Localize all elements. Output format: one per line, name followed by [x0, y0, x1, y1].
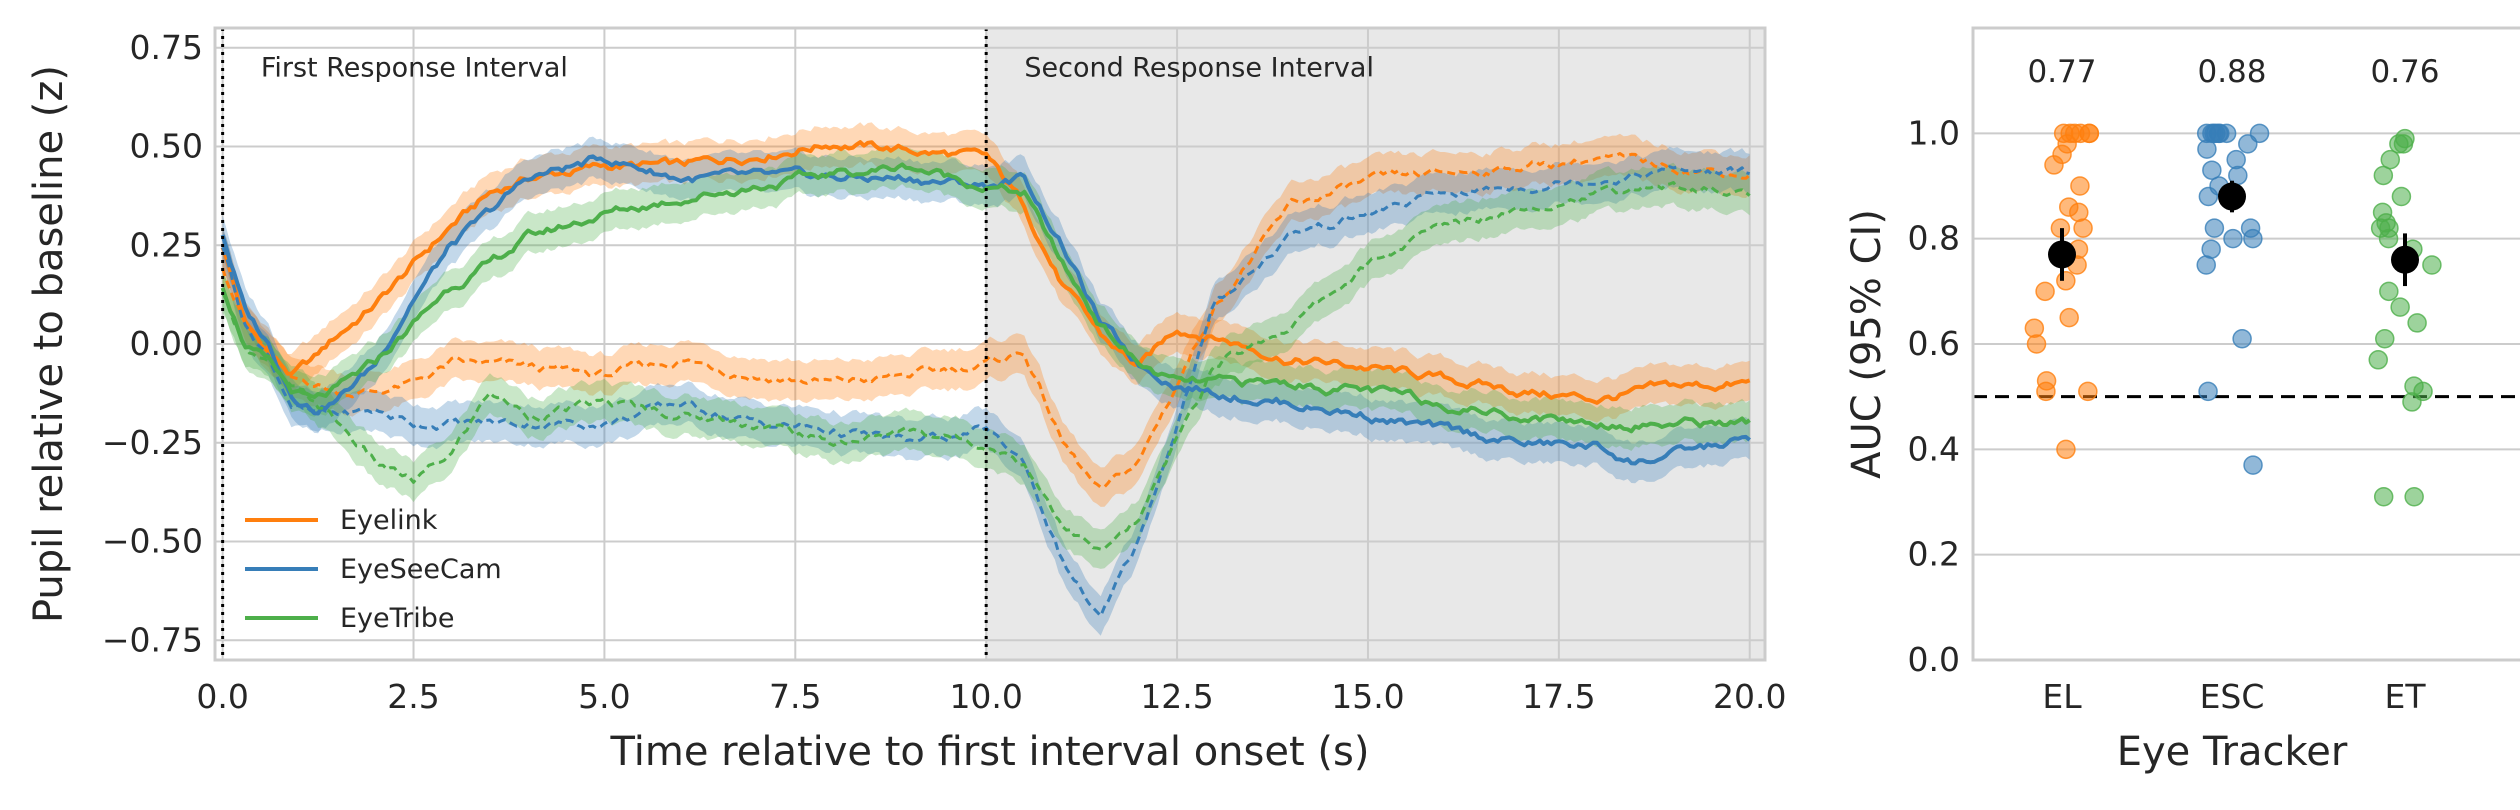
auc-point: [2196, 255, 2216, 275]
right-y-axis-label: AUC (95% CI): [1844, 209, 1890, 479]
auc-point: [2056, 271, 2076, 291]
auc-point: [2373, 165, 2394, 186]
y-tick-label: −0.75: [102, 620, 203, 659]
x-tick-label: 17.5: [1522, 677, 1595, 716]
right-x-axis-label: Eye Tracker: [2117, 729, 2348, 775]
auc-point: [2078, 381, 2098, 402]
auc-point: [2391, 186, 2412, 207]
auc-point: [2073, 218, 2093, 238]
auc-point: [2238, 134, 2258, 154]
auc-point: [2373, 486, 2394, 507]
y-tick-label: 0.0: [1908, 640, 1960, 679]
auc-point: [2223, 228, 2243, 249]
left-x-axis-label: Time relative to first interval onset (s…: [610, 729, 1370, 775]
y-tick-label: 0.75: [130, 28, 203, 67]
auc-point: [2390, 297, 2410, 317]
x-tick-label: 10.0: [949, 677, 1022, 716]
y-tick-label: 0.50: [130, 127, 203, 166]
mean-marker: [2218, 182, 2246, 211]
auc-point: [2059, 307, 2079, 328]
y-tick-label: 0.00: [130, 324, 203, 363]
auc-point: [2197, 139, 2217, 159]
auc-point: [2070, 176, 2090, 196]
x-tick-label: 5.0: [578, 677, 630, 716]
auc-point: [2044, 155, 2064, 175]
auc-point: [2035, 281, 2055, 302]
auc-point: [2368, 350, 2388, 370]
second-interval-annotation: Second Response Interval: [1024, 53, 1374, 84]
y-tick-label: 1.0: [1908, 113, 1960, 152]
x-tick-label: 12.5: [1140, 677, 1213, 716]
ci-band: [222, 122, 1750, 423]
x-tick-label: 2.5: [387, 677, 439, 716]
legend-label: Eyelink: [340, 505, 438, 536]
auc-point: [2243, 455, 2263, 475]
y-tick-label: 0.8: [1908, 219, 1960, 258]
auc-point: [2404, 486, 2424, 507]
auc-point: [2056, 439, 2076, 460]
auc-point: [2393, 134, 2414, 154]
ci-band: [222, 133, 1750, 507]
auc-point: [2422, 255, 2442, 275]
legend: Eyelink EyeSeeCam EyeTribe: [245, 505, 502, 634]
pupil-timecourse-panel: 0.0 2.5 5.0 7.5 10.0 12.5 15.0 17.5 20.0 0.75 0.50…: [26, 26, 1786, 775]
left-plot-frame: [213, 26, 1767, 662]
auc-value-label: 0.77: [2027, 54, 2096, 90]
auc-point: [2379, 281, 2399, 302]
auc-point: [2204, 218, 2225, 238]
series-line: [221, 181, 1751, 551]
auc-point: [2202, 160, 2222, 180]
x-tick-label: 7.5: [769, 677, 821, 716]
series-line: [220, 140, 1751, 405]
mean-marker: [2048, 240, 2076, 269]
right-plot-frame: [1971, 26, 2520, 662]
auc-point: [2079, 123, 2099, 144]
y-tick-label: 0.2: [1908, 535, 1960, 574]
auc-point: [2402, 392, 2422, 412]
legend-label: EyeTribe: [340, 603, 455, 634]
y-tick-label: 0.25: [130, 225, 203, 264]
auc-point: [2198, 186, 2219, 207]
mean-marker: [2391, 245, 2419, 274]
auc-value-label: 0.88: [2197, 54, 2266, 90]
ci-band: [222, 146, 1750, 636]
y-tick-label: −0.50: [102, 522, 203, 561]
category-label: ESC: [2200, 677, 2265, 716]
auc-panel: 0.77 0.88 0.76 EL ESC ET 0.0 0.2 0.4 0.6 0.8 1.0 E…: [1844, 26, 2520, 775]
auc-point: [2407, 313, 2427, 333]
y-tick-label: 0.4: [1908, 429, 1960, 468]
category-label: ET: [2384, 677, 2426, 716]
auc-value-label: 0.76: [2370, 54, 2439, 90]
auc-point: [2243, 228, 2263, 249]
auc-point: [2232, 328, 2252, 349]
auc-point: [2378, 228, 2399, 249]
x-tick-label: 0.0: [196, 677, 248, 716]
auc-point: [2375, 328, 2395, 349]
x-tick-label: 15.0: [1331, 677, 1404, 716]
category-label: EL: [2042, 677, 2082, 716]
left-y-axis-label: Pupil relative to baseline (z): [26, 65, 72, 623]
y-tick-label: −0.25: [102, 423, 203, 462]
auc-point: [2026, 334, 2047, 354]
y-tick-label: 0.6: [1908, 324, 1960, 363]
first-interval-annotation: First Response Interval: [261, 53, 568, 84]
legend-label: EyeSeeCam: [340, 554, 502, 585]
auc-point: [2198, 381, 2218, 402]
series-line: [221, 152, 1751, 489]
ci-band: [222, 144, 1750, 451]
x-tick-label: 20.0: [1713, 677, 1786, 716]
auc-point: [2036, 381, 2056, 402]
series-line: [221, 165, 1751, 618]
